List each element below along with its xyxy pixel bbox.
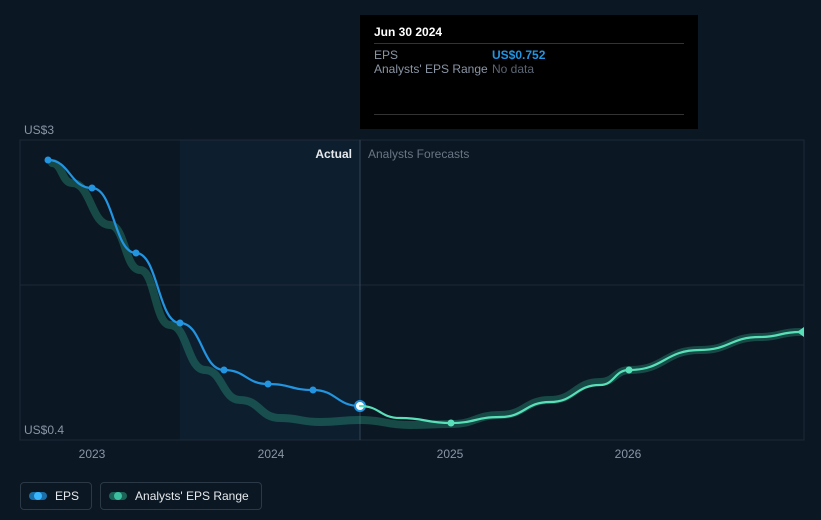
legend-swatch-icon bbox=[109, 492, 127, 500]
x-axis-label: 2023 bbox=[79, 447, 106, 461]
tooltip-row: EPSUS$0.752 bbox=[374, 48, 684, 62]
tooltip-row-label: Analysts' EPS Range bbox=[374, 62, 492, 76]
eps-chart: Actual Analysts Forecasts US$3 US$0.4 2023 20… bbox=[0, 0, 821, 520]
region-label-actual: Actual bbox=[315, 147, 352, 161]
tooltip-date: Jun 30 2024 bbox=[374, 25, 684, 39]
tooltip-row-label: EPS bbox=[374, 48, 492, 62]
x-axis-label: 2026 bbox=[615, 447, 642, 461]
legend-label: Analysts' EPS Range bbox=[135, 489, 249, 503]
region-label-forecast: Analysts Forecasts bbox=[368, 147, 469, 161]
tooltip-row: Analysts' EPS RangeNo data bbox=[374, 62, 684, 76]
chart-legend: EPS Analysts' EPS Range bbox=[20, 482, 262, 510]
x-axis-label: 2025 bbox=[437, 447, 464, 461]
legend-item[interactable]: Analysts' EPS Range bbox=[100, 482, 262, 510]
x-axis-label: 2024 bbox=[258, 447, 285, 461]
chart-tooltip: Jun 30 2024 EPSUS$0.752Analysts' EPS Ran… bbox=[360, 15, 698, 129]
tooltip-row-value: US$0.752 bbox=[492, 48, 545, 62]
y-axis-label: US$3 bbox=[24, 123, 54, 137]
legend-label: EPS bbox=[55, 489, 79, 503]
legend-item[interactable]: EPS bbox=[20, 482, 92, 510]
tooltip-row-value: No data bbox=[492, 62, 534, 76]
legend-swatch-icon bbox=[29, 492, 47, 500]
y-axis-label: US$0.4 bbox=[24, 423, 64, 437]
